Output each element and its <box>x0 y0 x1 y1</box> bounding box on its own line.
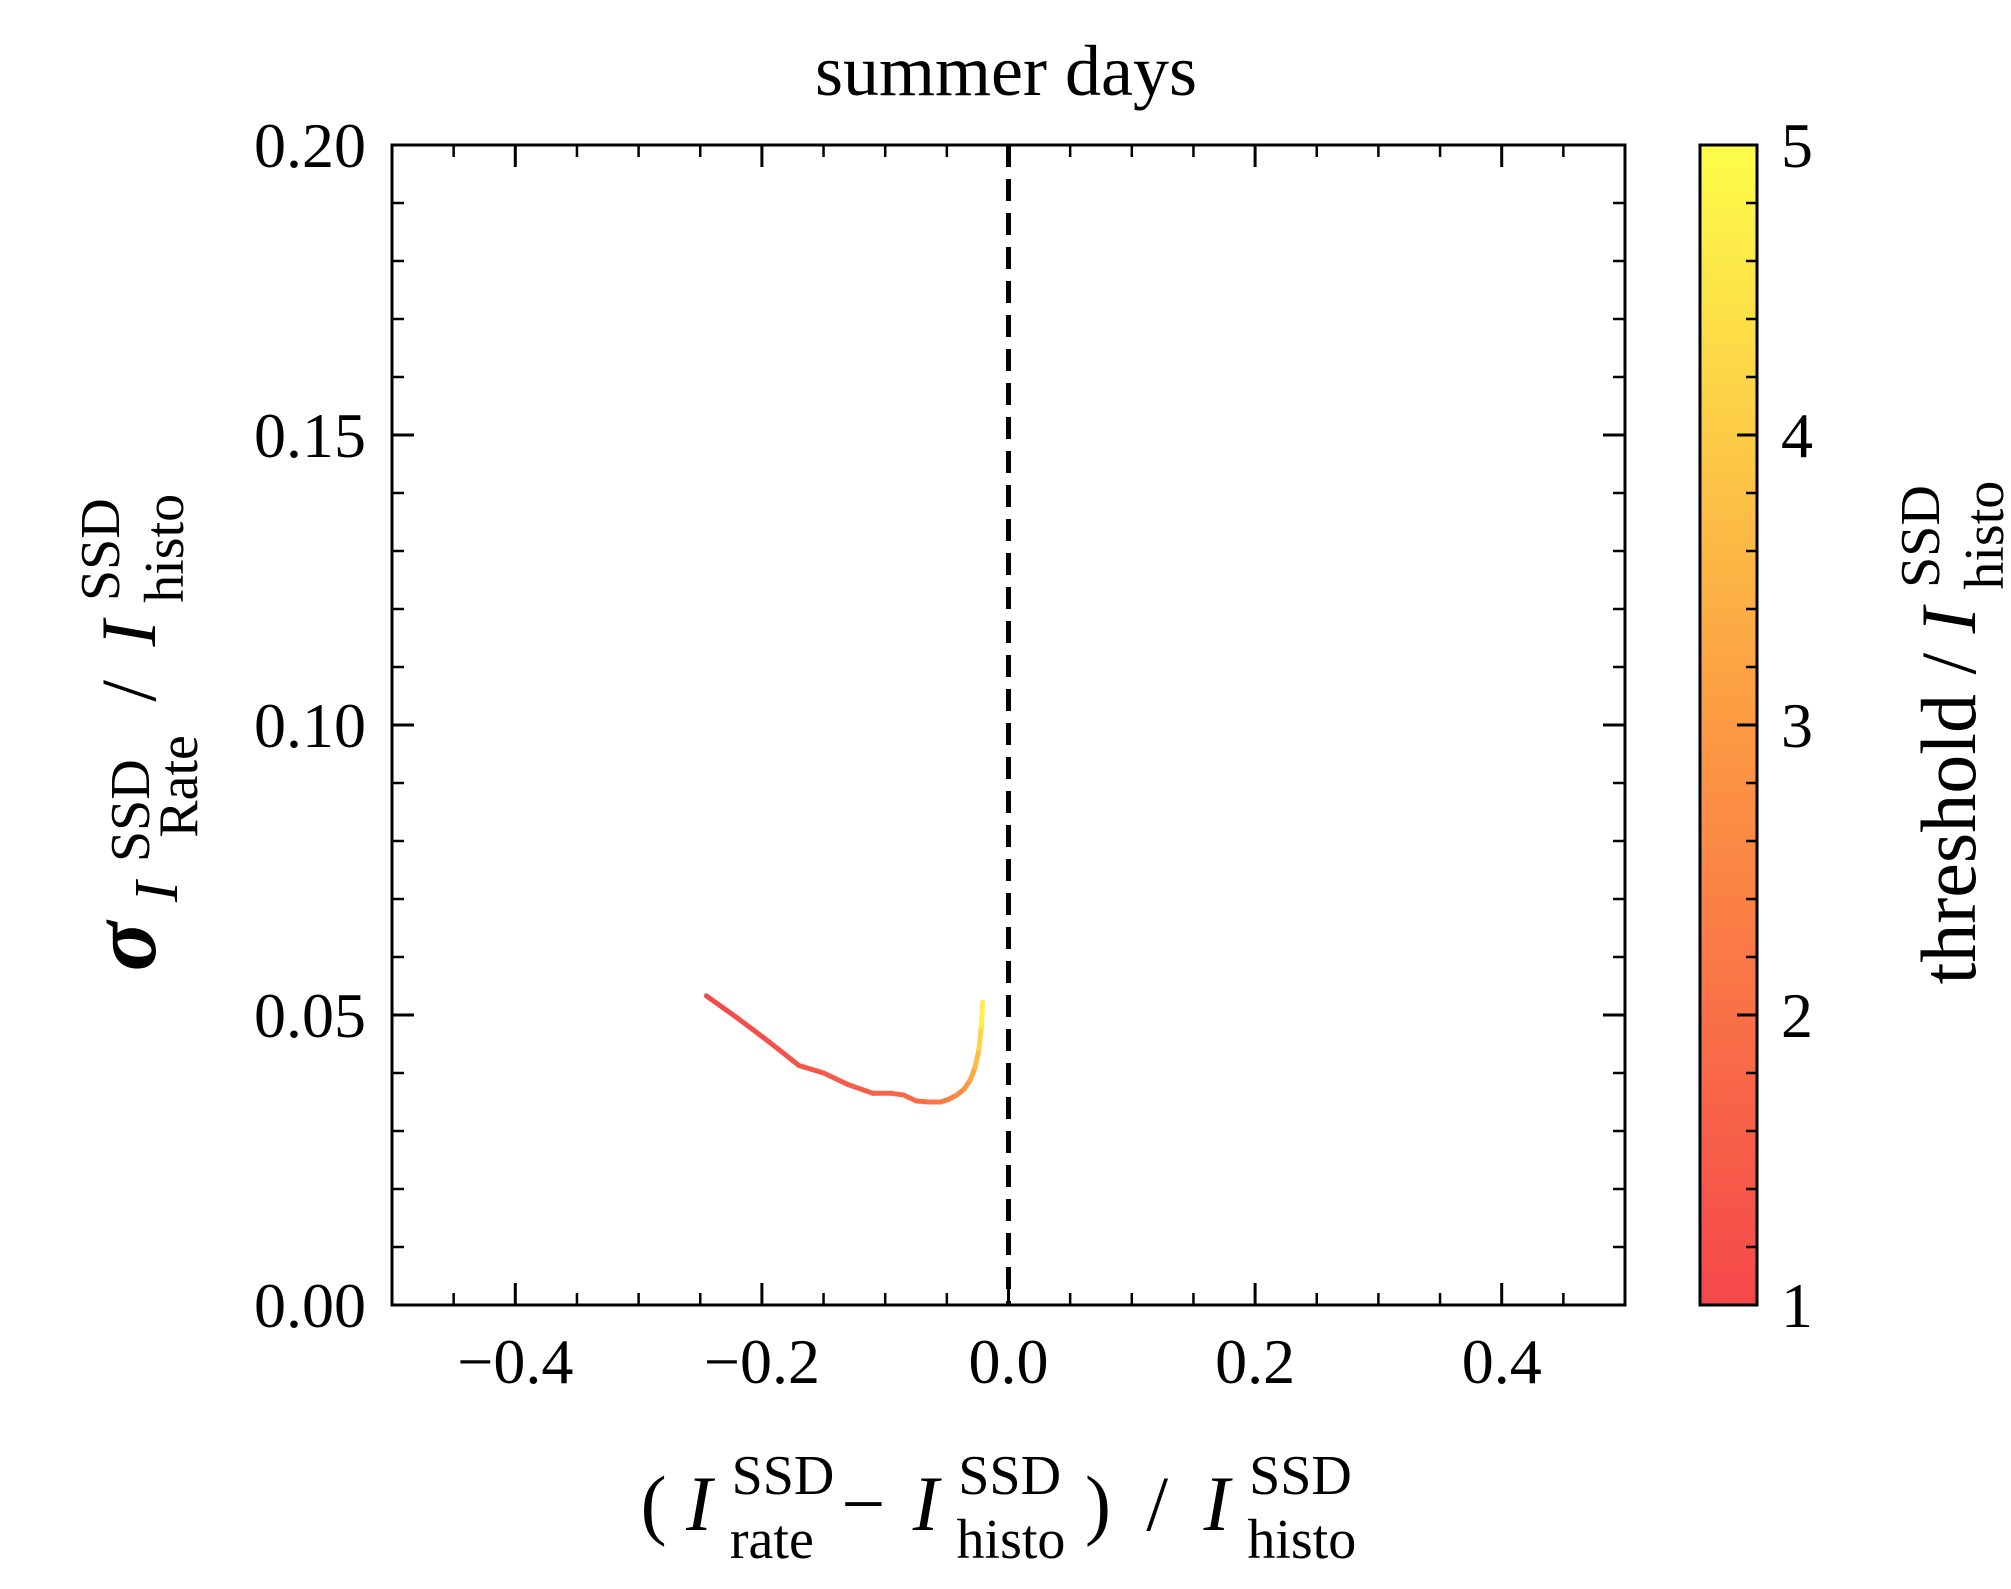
colorbar-label: threshold / I SSD histo <box>1869 466 2011 985</box>
y-label-i2-sup: SSD <box>70 498 132 601</box>
y-axis-label: σ I SSD Rate / I SSD histo <box>49 479 214 972</box>
series-segment <box>845 1082 876 1096</box>
x-label-i1-sub: rate <box>730 1509 814 1571</box>
x-label-i2: I <box>912 1460 943 1547</box>
y-label-slash: / <box>85 680 172 702</box>
series-segment <box>765 1038 802 1068</box>
y-tick-label: 0.05 <box>254 980 366 1051</box>
x-tick-label: −0.4 <box>457 1326 573 1397</box>
x-label-i3: I <box>1203 1460 1234 1547</box>
x-label-i2-sub: histo <box>957 1509 1066 1571</box>
x-tick-label: 0.2 <box>1215 1326 1295 1397</box>
colorbar-tick-label: 1 <box>1781 1270 1813 1341</box>
y-tick-label: 0.20 <box>254 110 366 181</box>
series-segment <box>734 1015 771 1044</box>
series-segment <box>978 999 986 1030</box>
colorbar-label-prefix: threshold / <box>1905 633 1992 984</box>
x-label-minus: − <box>841 1460 885 1547</box>
series-segment <box>703 993 740 1021</box>
x-label-i3-sup: SSD <box>1249 1445 1352 1507</box>
chart-title: summer days <box>815 31 1197 111</box>
y-label-i1: I <box>123 878 191 903</box>
x-label-i3-sub: histo <box>1247 1509 1356 1571</box>
x-label-slash: / <box>1146 1460 1168 1547</box>
major-ticks <box>392 143 1625 1307</box>
colorbar-label-i: I <box>1905 603 1992 634</box>
x-tick-labels: −0.4 −0.2 0.0 0.2 0.4 <box>457 1326 1541 1397</box>
series-segment <box>976 1024 984 1053</box>
x-label-open-paren: ( <box>641 1460 667 1547</box>
x-tick-label: −0.2 <box>704 1326 820 1397</box>
y-label-i2-sub: histo <box>134 494 196 603</box>
colorbar-tick-labels: 1 2 3 4 5 <box>1781 110 1813 1341</box>
x-label-i2-sup: SSD <box>958 1445 1061 1507</box>
x-label-close-paren: ) <box>1085 1460 1111 1547</box>
colorbar-tick-label: 5 <box>1781 110 1813 181</box>
x-axis-label: ( I SSD rate − I SSD histo ) / I SSD his… <box>641 1424 1372 1575</box>
x-label-i1-sup: SSD <box>732 1445 835 1507</box>
colorbar-label-sub: histo <box>1954 481 2011 590</box>
y-label-i1-sub: Rate <box>148 735 210 838</box>
series-threshold-curve <box>703 993 986 1105</box>
y-label-i1-sup: SSD <box>100 759 162 862</box>
y-tick-label: 0.15 <box>254 400 366 471</box>
x-tick-label: 0.0 <box>969 1326 1049 1397</box>
y-tick-label: 0.10 <box>254 690 366 761</box>
y-label-i2: I <box>85 616 172 647</box>
x-tick-label: 0.4 <box>1462 1326 1542 1397</box>
colorbar-ticks <box>1737 143 1757 1307</box>
y-label-sigma: σ <box>73 919 175 971</box>
colorbar-tick-label: 4 <box>1781 400 1813 471</box>
series-segment <box>972 1047 982 1070</box>
colorbar-tick-label: 3 <box>1781 690 1813 761</box>
colorbar-label-sup: SSD <box>1890 485 1952 588</box>
minor-ticks <box>392 145 1625 1305</box>
colorbar-tick-label: 2 <box>1781 980 1813 1051</box>
series-segment <box>796 1062 827 1076</box>
series-segment <box>821 1070 851 1088</box>
y-tick-label: 0.00 <box>254 1270 366 1341</box>
y-tick-labels: 0.00 0.05 0.10 0.15 0.20 <box>254 110 366 1341</box>
x-label-i1: I <box>685 1460 716 1547</box>
